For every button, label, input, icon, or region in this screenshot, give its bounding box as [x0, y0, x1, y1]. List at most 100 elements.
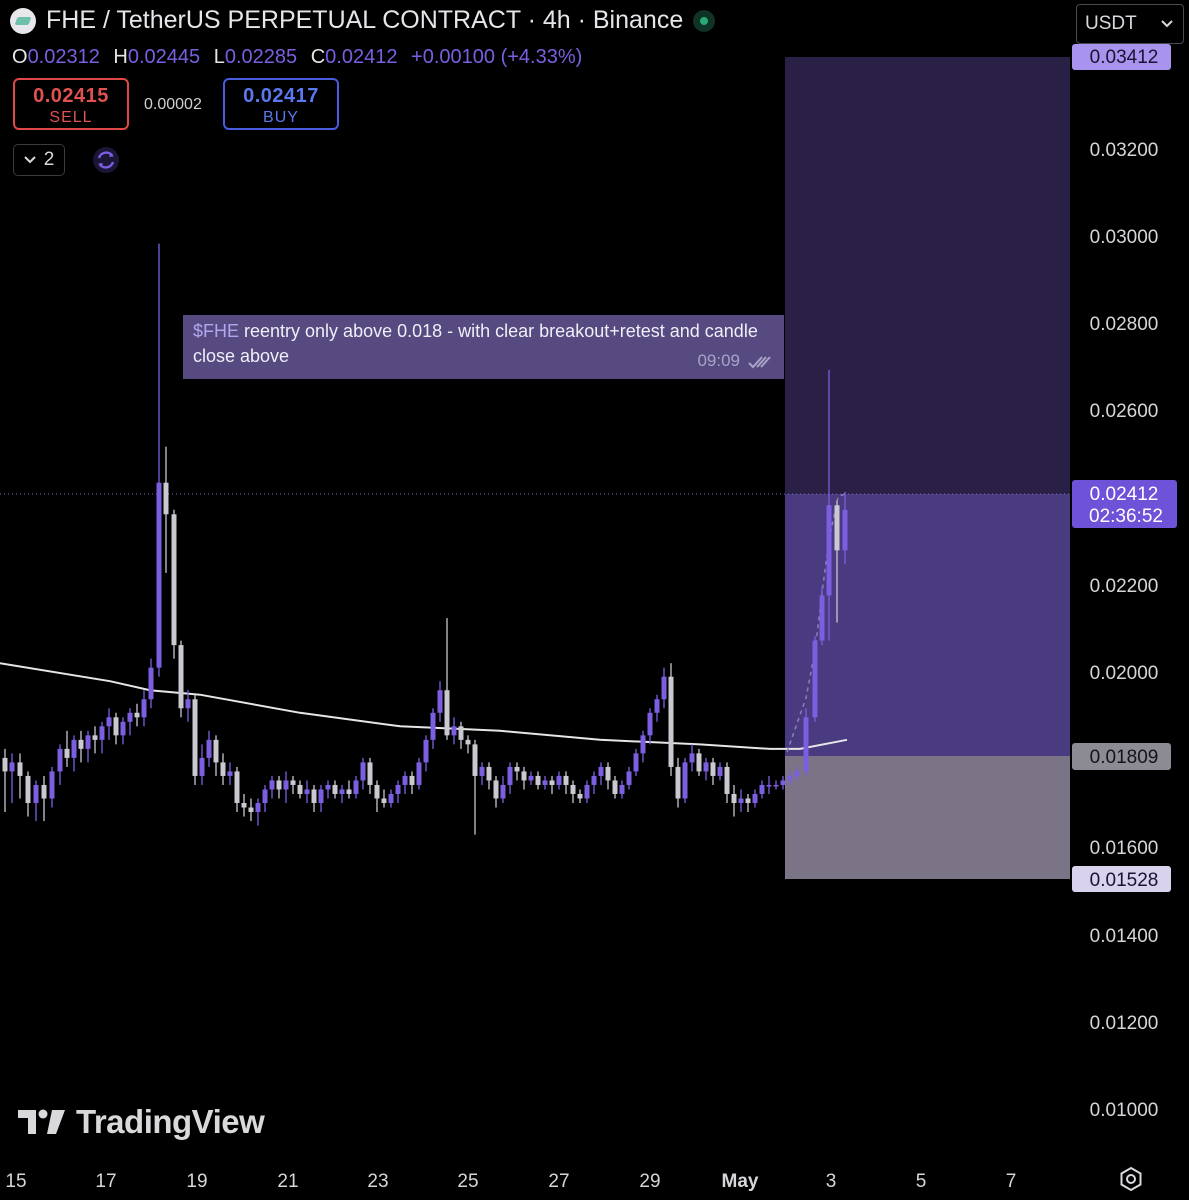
refresh-icon[interactable]: [92, 146, 120, 174]
high-key: H: [113, 46, 128, 68]
x-tick-label: 3: [826, 1171, 837, 1192]
candle-body: [731, 793, 737, 804]
candle-body: [591, 775, 597, 785]
candle-body: [332, 784, 338, 794]
candle-body: [493, 780, 499, 799]
x-tick-label: 29: [639, 1171, 660, 1192]
candle-body: [269, 780, 275, 790]
candle-body: [41, 784, 47, 799]
currency-select[interactable]: USDT: [1076, 4, 1184, 44]
candle-body: [724, 766, 730, 794]
candle-body: [668, 676, 674, 767]
x-tick-label: 27: [548, 1171, 569, 1192]
candle-body: [402, 775, 408, 785]
target-price-label: 0.03412: [1090, 47, 1159, 68]
candle-body: [633, 753, 639, 772]
candle-body: [127, 712, 133, 722]
candle-body: [113, 717, 119, 736]
buy-price: 0.02417: [243, 85, 319, 107]
x-tick-label: May: [722, 1171, 759, 1192]
candle-body: [766, 784, 772, 787]
candle-body: [71, 739, 77, 758]
loss-zone: [785, 756, 1070, 879]
candle-body: [458, 726, 464, 740]
candle-body: [465, 739, 471, 745]
candle-body: [689, 753, 695, 763]
current-price-tag: 0.02412 02:36:52: [1072, 480, 1177, 528]
candle-body: [220, 762, 226, 776]
candle-body: [794, 771, 800, 776]
candle-body: [486, 766, 492, 781]
candle-body: [213, 739, 219, 763]
candle-body: [738, 798, 744, 804]
tradingview-logo[interactable]: TradingView: [16, 1102, 265, 1142]
candle-body: [542, 780, 548, 785]
candle-body: [500, 784, 506, 799]
note-time: 09:09: [697, 351, 740, 370]
current-price-label: 0.02412: [1090, 484, 1159, 505]
candle-body: [842, 509, 848, 551]
change-value: +0.00100 (+4.33%): [411, 46, 583, 68]
x-tick-label: 15: [5, 1171, 26, 1192]
note-ticker: $FHE: [193, 321, 240, 341]
candle-body: [325, 784, 331, 790]
gear-icon[interactable]: [1118, 1166, 1144, 1192]
spread-value: 0.00002: [144, 96, 202, 113]
chevron-down-icon: [1161, 20, 1173, 28]
target-price-tag: 0.03412: [1072, 44, 1171, 70]
candle-body: [472, 744, 478, 776]
candle-body: [318, 789, 324, 804]
candle-body: [290, 780, 296, 785]
candle-body: [409, 775, 415, 785]
candle-body: [156, 482, 162, 668]
buy-button[interactable]: 0.02417 BUY: [223, 78, 339, 130]
entry-price-label: 0.01809: [1090, 747, 1159, 768]
candle-body: [395, 784, 401, 794]
candle-body: [416, 762, 422, 785]
buy-label: BUY: [263, 109, 299, 126]
close-key: C: [310, 46, 326, 68]
candle-body: [78, 739, 84, 749]
candle-body: [605, 766, 611, 781]
candle-body: [535, 775, 541, 785]
sell-button[interactable]: 0.02415 SELL: [13, 78, 129, 130]
candle-body: [134, 712, 140, 718]
candle-body: [819, 595, 825, 641]
candle-body: [25, 775, 31, 804]
double-check-icon: [748, 356, 771, 369]
profit-zone-upper: [785, 57, 1070, 494]
sell-label: SELL: [49, 109, 93, 126]
candle-body: [423, 739, 429, 763]
market-status-icon[interactable]: [693, 9, 716, 32]
candle-body: [49, 771, 55, 799]
candle-body: [682, 762, 688, 799]
candle-body: [33, 784, 39, 804]
candle-body: [381, 798, 387, 804]
symbol-title[interactable]: FHE / TetherUS PERPETUAL CONTRACT · 4h ·…: [46, 6, 684, 34]
candle-body: [262, 789, 268, 804]
x-tick-label: 7: [1006, 1171, 1017, 1192]
x-tick-label: 21: [277, 1171, 298, 1192]
candle-body: [92, 735, 98, 740]
candle-body: [654, 699, 660, 713]
candle-body: [346, 789, 352, 794]
indicators-toggle-button[interactable]: 2: [13, 144, 65, 176]
candle-body: [85, 735, 91, 749]
y-tick-label: 0.03000: [1090, 227, 1159, 248]
candle-body: [2, 757, 8, 772]
candle-body: [276, 780, 282, 790]
candle-body: [171, 514, 177, 646]
candle-body: [803, 717, 809, 772]
candle-body: [360, 762, 366, 781]
candle-body: [163, 482, 169, 515]
candle-body: [745, 798, 751, 804]
candle-body: [528, 775, 534, 781]
candle-body: [563, 775, 569, 785]
x-tick-label: 5: [916, 1171, 927, 1192]
candle-body: [57, 748, 63, 772]
candle-body: [577, 793, 583, 799]
candle-body: [120, 721, 126, 736]
candle-body: [304, 789, 310, 794]
message-overlay: $FHE reentry only above 0.018 - with cle…: [183, 315, 784, 379]
